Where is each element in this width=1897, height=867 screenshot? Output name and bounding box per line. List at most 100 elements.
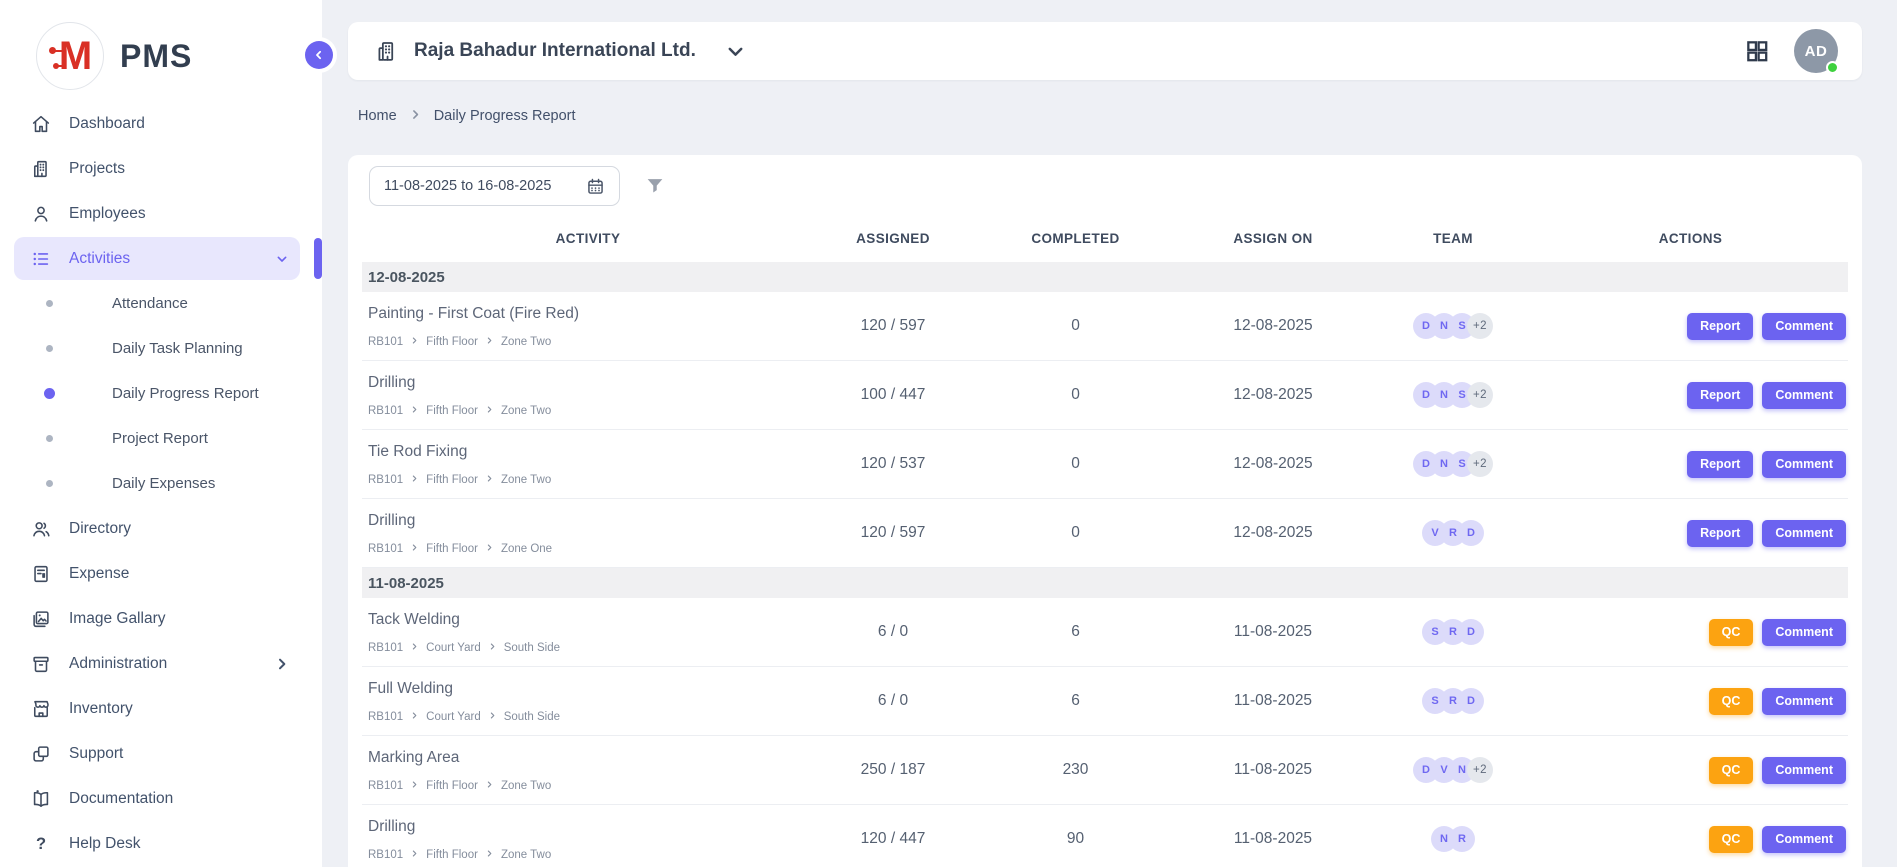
activity-title: Drilling [368, 512, 808, 530]
comment-button[interactable]: Comment [1762, 520, 1846, 547]
qc-button[interactable]: QC [1709, 619, 1754, 646]
comment-button[interactable]: Comment [1762, 757, 1846, 784]
path-chevron-icon [410, 405, 419, 417]
report-button[interactable]: Report [1687, 382, 1753, 409]
logo: M PMS [0, 0, 322, 92]
table-row: Full WeldingRB101Court YardSouth Side6 /… [362, 667, 1848, 736]
path-segment: Court Yard [426, 642, 481, 654]
archive-icon [30, 653, 52, 675]
filter-funnel-icon[interactable] [644, 175, 666, 197]
assigned-value: 250 / 187 [808, 761, 978, 779]
qc-button[interactable]: QC [1709, 757, 1754, 784]
assign-on-date: 12-08-2025 [1173, 317, 1373, 335]
sidebar-subitem-attendance[interactable]: Attendance [0, 281, 322, 326]
sidebar-item-dashboard[interactable]: Dashboard [0, 101, 322, 146]
activity-cell: Tack WeldingRB101Court YardSouth Side [368, 611, 808, 654]
comment-button[interactable]: Comment [1762, 826, 1846, 853]
path-segment: RB101 [368, 474, 403, 486]
actions-cell: QC Comment [1533, 757, 1848, 784]
path-segment: Court Yard [426, 711, 481, 723]
team-avatar[interactable]: R [1449, 826, 1475, 852]
path-chevron-icon [410, 474, 419, 486]
sidebar-subitem-daily-task-planning[interactable]: Daily Task Planning [0, 326, 322, 371]
date-range-picker[interactable] [369, 166, 620, 206]
completed-value: 0 [978, 455, 1173, 473]
people-icon [30, 518, 52, 540]
user-avatar[interactable]: AD [1794, 29, 1838, 73]
team-avatar-more[interactable]: +2 [1467, 757, 1493, 783]
path-chevron-icon [485, 849, 494, 861]
column-header: ASSIGN ON [1173, 231, 1373, 246]
logo-mark: M [36, 22, 104, 90]
bullet-dot [46, 480, 53, 487]
sidebar-item-label: Support [69, 745, 290, 763]
path-segment: Fifth Floor [426, 474, 478, 486]
sidebar-item-image-gallary[interactable]: Image Gallary [0, 596, 322, 641]
actions-cell: Report Comment [1533, 313, 1848, 340]
building-icon [30, 158, 52, 180]
sidebar-nav: DashboardProjectsEmployeesActivitiesAtte… [0, 101, 322, 866]
activity-location-path: RB101Fifth FloorZone Two [368, 336, 808, 348]
team-avatar[interactable]: D [1458, 619, 1484, 645]
sidebar-item-help-desk[interactable]: ?Help Desk [0, 821, 322, 866]
sidebar-item-activities[interactable]: Activities [0, 236, 322, 281]
report-button[interactable]: Report [1687, 313, 1753, 340]
sidebar-item-label: Image Gallary [69, 610, 290, 628]
team-avatar-more[interactable]: +2 [1467, 451, 1493, 477]
comment-button[interactable]: Comment [1762, 688, 1846, 715]
actions-cell: Report Comment [1533, 520, 1848, 547]
path-segment: Fifth Floor [426, 336, 478, 348]
sidebar-item-support[interactable]: Support [0, 731, 322, 776]
sidebar-item-label: Help Desk [69, 835, 290, 853]
team-avatar[interactable]: D [1458, 520, 1484, 546]
sidebar-subitem-project-report[interactable]: Project Report [0, 416, 322, 461]
avatar-initials: AD [1805, 43, 1828, 60]
company-name: Raja Bahadur International Ltd. [414, 40, 696, 62]
report-button[interactable]: Report [1687, 520, 1753, 547]
comment-button[interactable]: Comment [1762, 313, 1846, 340]
completed-value: 6 [978, 692, 1173, 710]
table-header: ACTIVITYASSIGNEDCOMPLETEDASSIGN ONTEAMAC… [362, 214, 1848, 262]
sidebar-item-projects[interactable]: Projects [0, 146, 322, 191]
qc-button[interactable]: QC [1709, 826, 1754, 853]
actions-cell: Report Comment [1533, 451, 1848, 478]
sidebar-item-inventory[interactable]: Inventory [0, 686, 322, 731]
sidebar-subitem-daily-progress-report[interactable]: Daily Progress Report [0, 371, 322, 416]
comment-button[interactable]: Comment [1762, 619, 1846, 646]
assigned-value: 120 / 537 [808, 455, 978, 473]
date-range-input[interactable] [384, 178, 574, 194]
company-selector[interactable]: Raja Bahadur International Ltd. [374, 39, 748, 64]
team-avatar[interactable]: D [1458, 688, 1484, 714]
sidebar-item-expense[interactable]: Expense [0, 551, 322, 596]
report-button[interactable]: Report [1687, 451, 1753, 478]
group-date: 11-08-2025 [368, 575, 444, 592]
comment-button[interactable]: Comment [1762, 382, 1846, 409]
sidebar-item-administration[interactable]: Administration [0, 641, 322, 686]
sidebar-subitem-daily-expenses[interactable]: Daily Expenses [0, 461, 322, 506]
team-cell: DVN+2 [1373, 757, 1533, 783]
team-avatar-more[interactable]: +2 [1467, 382, 1493, 408]
sidebar-collapse-button[interactable] [305, 41, 333, 69]
sidebar-item-documentation[interactable]: Documentation [0, 776, 322, 821]
completed-value: 230 [978, 761, 1173, 779]
table-row: Painting - First Coat (Fire Red)RB101Fif… [362, 292, 1848, 361]
store-icon [30, 698, 52, 720]
sidebar-item-directory[interactable]: Directory [0, 506, 322, 551]
activity-location-path: RB101Fifth FloorZone Two [368, 474, 808, 486]
breadcrumb-link[interactable]: Home [358, 108, 397, 124]
path-segment: RB101 [368, 405, 403, 417]
activity-location-path: RB101Court YardSouth Side [368, 642, 808, 654]
apps-grid-icon[interactable] [1744, 38, 1770, 64]
path-segment: RB101 [368, 336, 403, 348]
table-body: 12-08-2025Painting - First Coat (Fire Re… [362, 262, 1848, 867]
path-segment: RB101 [368, 642, 403, 654]
home-icon [30, 113, 52, 135]
user-icon [30, 203, 52, 225]
path-chevron-icon [485, 474, 494, 486]
qc-button[interactable]: QC [1709, 688, 1754, 715]
sidebar-item-employees[interactable]: Employees [0, 191, 322, 236]
team-avatar-more[interactable]: +2 [1467, 313, 1493, 339]
comment-button[interactable]: Comment [1762, 451, 1846, 478]
path-segment: Zone One [501, 543, 552, 555]
activity-cell: DrillingRB101Fifth FloorZone Two [368, 374, 808, 417]
